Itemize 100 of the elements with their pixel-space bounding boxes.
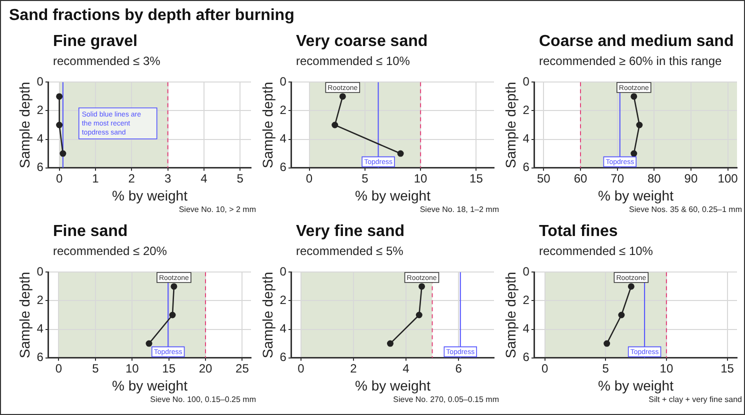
y-tick-label: 0 bbox=[280, 264, 287, 279]
x-axis-title: % by weight bbox=[112, 187, 188, 204]
x-tick-label: 50 bbox=[537, 171, 551, 186]
y-tick-label: 2 bbox=[522, 293, 530, 308]
x-tick-label: 10 bbox=[125, 361, 140, 376]
x-tick-label: 4 bbox=[402, 361, 410, 376]
x-tick-label: 0 bbox=[306, 171, 313, 186]
y-tick-label: 0 bbox=[522, 264, 530, 279]
x-tick-label: 0 bbox=[55, 361, 62, 376]
x-tick-label: 15 bbox=[470, 171, 484, 186]
text: Silt + clay + very fine sand bbox=[648, 395, 742, 404]
y-tick-label: 0 bbox=[522, 74, 530, 89]
y-tick-label: 6 bbox=[36, 350, 44, 364]
point bbox=[630, 93, 638, 100]
y-tick-label: 2 bbox=[36, 293, 44, 308]
chart-title: Very coarse sand bbox=[296, 33, 428, 51]
y-tick-label: 4 bbox=[36, 132, 44, 146]
x-tick-label: 80 bbox=[647, 171, 662, 186]
point bbox=[630, 150, 638, 157]
y-tick-label: 0 bbox=[36, 74, 44, 89]
chart-subtitle: recommended ≤ 5% bbox=[296, 244, 404, 258]
point bbox=[56, 122, 63, 128]
x-tick-label: 20 bbox=[198, 361, 212, 376]
y-tick-label: 2 bbox=[280, 103, 287, 118]
x-tick-label: 5 bbox=[92, 361, 100, 376]
x-tick-label: 0 bbox=[541, 361, 548, 376]
y-axis-title: Sample depth bbox=[16, 272, 32, 358]
text: Sand fractions by depth after burning bbox=[9, 7, 294, 25]
x-tick-label: 2 bbox=[128, 171, 136, 186]
point bbox=[146, 340, 152, 347]
y-tick-label: 6 bbox=[522, 350, 530, 364]
x-tick-label: 0 bbox=[298, 361, 305, 376]
x-tick-label: 10 bbox=[660, 361, 674, 376]
chart-title: Fine gravel bbox=[53, 33, 138, 51]
point bbox=[332, 122, 338, 128]
point bbox=[60, 150, 66, 157]
point bbox=[170, 283, 178, 290]
x-tick-label: 4 bbox=[200, 171, 208, 186]
point bbox=[604, 340, 610, 347]
y-tick-label: 6 bbox=[280, 160, 287, 174]
x-tick-label: 70 bbox=[610, 171, 624, 186]
y-tick-label: 6 bbox=[36, 160, 44, 174]
point bbox=[416, 312, 422, 318]
chart-title: Total fines bbox=[539, 223, 618, 241]
chart-subtitle: recommended ≤ 20% bbox=[53, 244, 167, 258]
chart-title: Fine sand bbox=[53, 223, 128, 241]
x-tick-label: 100 bbox=[718, 171, 738, 186]
y-tick-label: 4 bbox=[522, 132, 530, 146]
y-tick-label: 2 bbox=[522, 103, 530, 118]
y-tick-label: 0 bbox=[36, 264, 44, 279]
x-tick-label: 6 bbox=[455, 361, 462, 376]
x-tick-label: 90 bbox=[684, 171, 698, 186]
x-axis-title: % by weight bbox=[354, 187, 431, 204]
x-tick-label: 0 bbox=[56, 171, 63, 186]
point bbox=[618, 312, 625, 318]
point bbox=[397, 150, 404, 157]
y-tick-label: 6 bbox=[280, 350, 287, 364]
x-tick-label: 5 bbox=[236, 171, 244, 186]
x-tick-label: 10 bbox=[414, 171, 428, 186]
point bbox=[628, 283, 634, 290]
y-tick-label: 6 bbox=[522, 160, 530, 174]
x-tick-label: 15 bbox=[162, 361, 176, 376]
x-tick-label: 5 bbox=[602, 361, 610, 376]
x-tick-label: 1 bbox=[92, 171, 100, 186]
chart-subtitle: recommended ≤ 10% bbox=[539, 244, 653, 258]
point bbox=[169, 312, 176, 318]
chart-subtitle: recommended ≤ 10% bbox=[296, 54, 410, 68]
x-axis-title: % by weight bbox=[354, 377, 431, 394]
x-axis-title: % by weight bbox=[598, 187, 674, 204]
y-tick-label: 4 bbox=[36, 322, 44, 336]
y-axis-title: Sample depth bbox=[16, 82, 32, 168]
chart-title: Coarse and medium sand bbox=[539, 33, 734, 51]
text: Sieve Nos. 35 & 60, 0.25–1 mm bbox=[629, 205, 742, 214]
y-tick-label: 4 bbox=[280, 132, 287, 146]
chart-subtitle: recommended ≤ 3% bbox=[53, 54, 160, 68]
point bbox=[56, 93, 63, 100]
x-tick-label: 60 bbox=[574, 171, 588, 186]
point bbox=[339, 93, 346, 100]
x-tick-label: 25 bbox=[236, 361, 250, 376]
point bbox=[636, 122, 643, 128]
x-tick-label: 3 bbox=[164, 171, 172, 186]
point bbox=[386, 340, 394, 347]
text: Sieve No. 10, > 2 mm bbox=[178, 205, 256, 214]
y-tick-label: 2 bbox=[36, 103, 44, 118]
text: Sieve No. 270, 0.05–0.15 mm bbox=[393, 395, 499, 404]
text: Sieve No. 18, 1–2 mm bbox=[420, 205, 499, 214]
x-tick-label: 2 bbox=[350, 361, 358, 376]
y-tick-label: 4 bbox=[280, 322, 287, 336]
y-axis-title: Sample depth bbox=[502, 82, 518, 168]
y-axis-title: Sample depth bbox=[259, 82, 276, 168]
y-tick-label: 2 bbox=[280, 293, 287, 308]
point bbox=[418, 283, 426, 290]
text: Sieve No. 100, 0.15–0.25 mm bbox=[150, 395, 256, 404]
y-tick-label: 0 bbox=[280, 74, 287, 89]
x-tick-label: 5 bbox=[362, 171, 369, 186]
y-axis-title: Sample depth bbox=[259, 272, 276, 358]
x-axis-title: % by weight bbox=[598, 377, 674, 394]
y-axis-title: Sample depth bbox=[502, 272, 518, 358]
y-tick-label: 4 bbox=[522, 322, 530, 336]
x-axis-title: % by weight bbox=[112, 377, 188, 394]
